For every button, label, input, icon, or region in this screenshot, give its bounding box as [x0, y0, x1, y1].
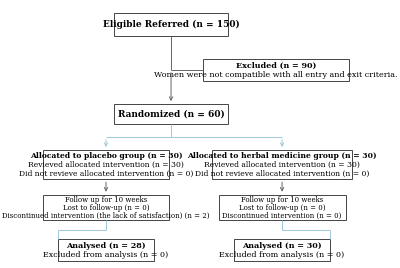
Text: Discontinued intervention (n = 0): Discontinued intervention (n = 0) [222, 211, 342, 219]
Text: Follow up for 10 weeks: Follow up for 10 weeks [241, 196, 323, 204]
Text: Excluded (n = 90): Excluded (n = 90) [236, 62, 316, 70]
FancyBboxPatch shape [58, 239, 154, 261]
FancyBboxPatch shape [42, 150, 170, 179]
Text: Did not revieve allocated intervention (n = 0): Did not revieve allocated intervention (… [195, 170, 369, 178]
Text: Lost to follow-up (n = 0): Lost to follow-up (n = 0) [63, 204, 149, 212]
Text: Discontinued intervention (the lack of satisfaction) (n = 2): Discontinued intervention (the lack of s… [2, 211, 210, 219]
Text: Randomized (n = 60): Randomized (n = 60) [118, 110, 224, 118]
Text: Women were not compatible with all entry and exit criteria.: Women were not compatible with all entry… [154, 72, 398, 79]
Text: Excluded from analysis (n = 0): Excluded from analysis (n = 0) [220, 251, 345, 259]
Text: Allocated to herbal medicine group (n = 30): Allocated to herbal medicine group (n = … [187, 152, 377, 160]
Text: Revieved allocated intervention (n = 30): Revieved allocated intervention (n = 30) [204, 161, 360, 169]
Text: Analysed (n = 30): Analysed (n = 30) [242, 242, 322, 250]
Text: Revieved allocated intervention (n = 30): Revieved allocated intervention (n = 30) [28, 161, 184, 169]
FancyBboxPatch shape [212, 150, 352, 179]
Text: Lost to follow-up (n = 0): Lost to follow-up (n = 0) [239, 204, 325, 212]
FancyBboxPatch shape [114, 104, 228, 124]
FancyBboxPatch shape [42, 195, 170, 220]
Text: Follow up for 10 weeks: Follow up for 10 weeks [65, 196, 147, 204]
Text: Eligible Referred (n = 150): Eligible Referred (n = 150) [103, 20, 240, 29]
FancyBboxPatch shape [203, 59, 349, 81]
Text: Did not revieve allocated intervention (n = 0): Did not revieve allocated intervention (… [19, 170, 193, 178]
FancyBboxPatch shape [114, 13, 228, 36]
Text: Analysed (n = 28): Analysed (n = 28) [66, 242, 146, 250]
FancyBboxPatch shape [234, 239, 330, 261]
Text: Excluded from analysis (n = 0): Excluded from analysis (n = 0) [43, 251, 169, 259]
Text: Allocated to placebo group (n = 30): Allocated to placebo group (n = 30) [30, 152, 182, 160]
FancyBboxPatch shape [219, 195, 346, 220]
